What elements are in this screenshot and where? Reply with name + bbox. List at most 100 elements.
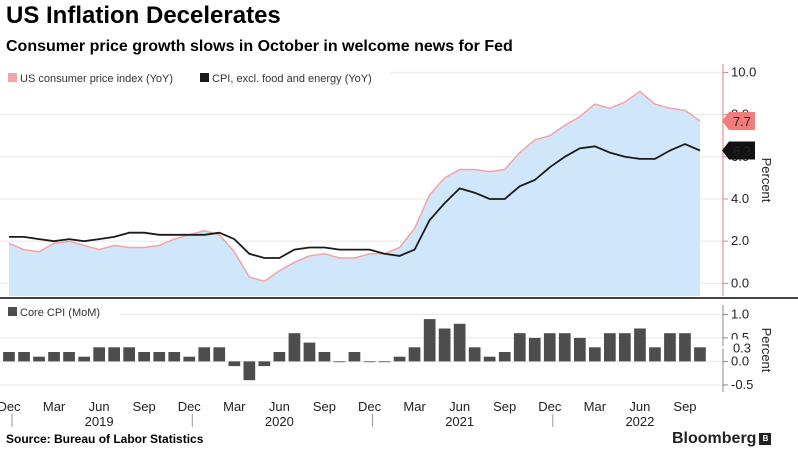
- y-tick-label: 10.0: [731, 64, 756, 79]
- x-tick-label: Jun: [449, 399, 470, 414]
- mom-bar: [528, 337, 541, 362]
- x-tick-label: Mar: [584, 399, 607, 414]
- mom-bar: [198, 347, 211, 362]
- y-tick-label: 0.0: [731, 275, 749, 290]
- cpi-line: [8, 90, 701, 283]
- mom-bar: [438, 328, 451, 362]
- mom-bar: [558, 333, 571, 362]
- mom-bar: [168, 352, 181, 362]
- mom-bar: [153, 352, 166, 362]
- mom-bar: [3, 352, 15, 362]
- mom-bar: [258, 361, 271, 367]
- cpi-end-label: 7.7: [733, 114, 751, 129]
- y-tick-label: 4.0: [731, 191, 749, 206]
- mom-bar: [604, 333, 616, 362]
- legend-label-mom: Core CPI (MoM): [20, 307, 100, 319]
- mom-bar: [333, 361, 346, 363]
- mom-bar: [33, 356, 45, 362]
- x-tick-label: Sep: [493, 399, 516, 414]
- mom-bar: [243, 361, 256, 381]
- mom-bar: [183, 356, 196, 362]
- legend-swatch-mom: [8, 307, 17, 316]
- chart-subtitle: Consumer price growth slows in October i…: [6, 38, 513, 55]
- x-tick-label: Sep: [673, 399, 696, 414]
- mom-bar: [123, 347, 135, 362]
- chart-title: US Inflation Decelerates: [6, 2, 281, 29]
- cpi-end-badge: [722, 111, 755, 130]
- legend-box: [0, 68, 390, 88]
- mom-end-label: 0.3: [733, 340, 751, 355]
- x-year-label: 2020: [265, 414, 294, 429]
- x-tick-label: Dec: [0, 399, 21, 414]
- y-axis-title: Percent: [759, 158, 774, 203]
- mom-bar: [318, 352, 331, 362]
- x-tick-label: Mar: [43, 399, 66, 414]
- mom-bar: [348, 352, 361, 362]
- mom-bar: [574, 337, 586, 362]
- mom-bar: [378, 361, 391, 363]
- mom-bar: [393, 356, 406, 362]
- y-tick-label: 1.0: [731, 306, 749, 321]
- x-tick-label: Dec: [538, 399, 562, 414]
- mom-bar: [483, 356, 496, 362]
- legend-box: [0, 303, 120, 321]
- mom-bar: [78, 356, 90, 362]
- mom-bar: [363, 361, 376, 363]
- x-tick-label: Dec: [358, 399, 382, 414]
- bloomberg-mark-icon: B: [759, 432, 772, 445]
- mom-bar: [423, 319, 436, 362]
- core-end-label: 6.3: [733, 143, 751, 158]
- mom-bar: [228, 361, 241, 367]
- mom-bar: [138, 352, 150, 362]
- mom-bar: [303, 342, 316, 362]
- mom-bar: [93, 347, 105, 362]
- x-tick-label: Jun: [629, 399, 650, 414]
- mom-bar: [513, 333, 526, 362]
- x-tick-label: Mar: [403, 399, 426, 414]
- x-tick-label: Sep: [133, 399, 156, 414]
- mom-bar: [63, 352, 75, 362]
- x-tick-label: Dec: [178, 399, 202, 414]
- cpi-area: [9, 91, 700, 297]
- mom-bar: [288, 333, 301, 362]
- legend-swatch-cpi: [8, 73, 17, 82]
- mom-bar: [453, 323, 466, 362]
- x-year-label: 2022: [625, 414, 654, 429]
- bloomberg-logo: Bloomberg B: [672, 430, 772, 448]
- mom-bar: [589, 347, 601, 362]
- x-tick-label: Jun: [269, 399, 290, 414]
- mom-bar: [18, 352, 30, 362]
- mom-bar: [48, 352, 60, 362]
- mom-bar: [619, 333, 631, 362]
- mom-bar: [108, 347, 120, 362]
- y-tick-label: -0.5: [731, 377, 753, 392]
- core-line: [9, 143, 701, 259]
- mom-bar: [498, 352, 511, 362]
- y-axis-title: Percent: [759, 328, 774, 373]
- x-tick-label: Sep: [313, 399, 336, 414]
- legend-label-cpi: US consumer price index (YoY): [20, 73, 173, 85]
- mom-bar: [213, 347, 226, 362]
- x-tick-label: Jun: [89, 399, 110, 414]
- x-tick-label: Mar: [223, 399, 246, 414]
- x-year-label: 2021: [445, 414, 474, 429]
- core-end-badge: [722, 141, 755, 160]
- source-note: Source: Bureau of Labor Statistics: [6, 432, 204, 446]
- y-tick-label: 0.0: [731, 353, 749, 368]
- mom-end-badge: [722, 339, 755, 356]
- y-tick-label: 2.0: [731, 233, 749, 248]
- mom-bar: [543, 333, 556, 362]
- x-year-label: 2019: [85, 414, 114, 429]
- mom-bar: [408, 347, 421, 362]
- brand-name: Bloomberg: [672, 430, 757, 447]
- mom-bar: [649, 347, 661, 362]
- mom-bar: [468, 347, 481, 362]
- mom-bar: [679, 333, 691, 362]
- mom-bar: [273, 352, 286, 362]
- mom-bar: [694, 347, 706, 362]
- legend-swatch-core: [200, 73, 209, 82]
- mom-bar: [664, 333, 676, 362]
- legend-label-core: CPI, excl. food and energy (YoY): [212, 73, 372, 85]
- mom-bar: [634, 328, 646, 362]
